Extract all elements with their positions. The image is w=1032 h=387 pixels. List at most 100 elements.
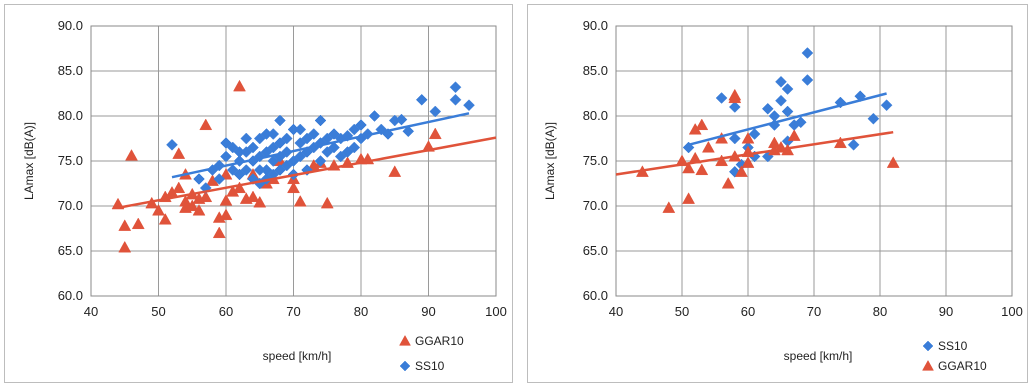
data-point xyxy=(775,94,787,107)
y-tick-label: 60.0 xyxy=(58,288,83,303)
y-tick-label: 60.0 xyxy=(583,288,608,303)
y-axis-label: LAmax [dB(A)] xyxy=(22,122,36,200)
data-point xyxy=(328,141,340,154)
data-point xyxy=(748,128,761,140)
data-point xyxy=(212,226,226,239)
y-tick-label: 65.0 xyxy=(58,243,83,258)
x-tick-label: 100 xyxy=(485,304,507,319)
x-tick-label: 70 xyxy=(286,304,300,319)
data-point xyxy=(172,147,186,159)
chart-panel-left: 40 50 60 70 80 90 100 60.0 65.0 70.0 75.0 80.0 85.0 9… xyxy=(4,4,513,383)
data-point xyxy=(402,125,415,138)
data-point xyxy=(199,190,213,203)
x-tick-label: 90 xyxy=(939,304,953,319)
trend-line-GGAR10 xyxy=(117,136,497,210)
data-point xyxy=(219,208,233,221)
x-tick-label: 40 xyxy=(609,304,623,319)
data-point xyxy=(721,176,735,189)
data-point xyxy=(213,173,226,185)
data-point xyxy=(287,181,300,194)
data-point xyxy=(314,155,327,167)
data-point xyxy=(368,110,381,122)
data-point xyxy=(233,79,246,92)
data-point xyxy=(833,136,847,149)
data-point xyxy=(199,118,213,131)
data-point xyxy=(267,128,280,140)
data-point xyxy=(219,167,233,180)
legend-marker xyxy=(399,360,411,372)
data-point xyxy=(429,105,442,118)
data-point xyxy=(395,113,408,126)
x-tick-label: 100 xyxy=(1001,304,1023,319)
data-point xyxy=(682,192,696,204)
data-point xyxy=(741,156,755,168)
y-tick-label: 80.0 xyxy=(58,108,83,123)
x-tick-label: 40 xyxy=(84,304,98,319)
x-tick-label: 60 xyxy=(219,304,233,319)
x-tick-label: 50 xyxy=(675,304,689,319)
legend-label: SS10 xyxy=(415,359,445,373)
y-tick-label: 85.0 xyxy=(58,63,83,78)
data-point xyxy=(185,199,199,212)
data-point xyxy=(801,74,814,86)
chart-panel-right: 40 50 60 70 80 90 100 60.0 65.0 70.0 75.0 80.0 85.0 9… xyxy=(527,4,1028,383)
series-GGAR10 xyxy=(111,79,442,253)
legend-label: GGAR10 xyxy=(415,334,464,348)
legend-label: SS10 xyxy=(938,339,968,353)
data-point xyxy=(728,132,741,145)
data-point xyxy=(715,92,728,104)
data-point xyxy=(701,140,715,153)
x-tick-label: 80 xyxy=(873,304,887,319)
data-point xyxy=(662,201,676,213)
data-point xyxy=(172,181,186,194)
legend-label: GGAR10 xyxy=(938,359,987,373)
data-point xyxy=(695,118,709,131)
series-GGAR10 xyxy=(635,88,900,213)
data-point xyxy=(193,173,205,185)
grid xyxy=(615,25,1013,297)
data-point xyxy=(734,165,748,177)
data-point xyxy=(246,190,260,203)
data-point xyxy=(775,75,787,88)
data-point xyxy=(781,105,794,118)
data-point xyxy=(715,154,729,167)
legend-marker xyxy=(922,340,934,352)
data-point xyxy=(801,47,814,59)
y-tick-label: 70.0 xyxy=(583,198,608,213)
legend-marker xyxy=(922,359,934,371)
legend: SS10 GGAR10 xyxy=(922,339,987,373)
series-SS10 xyxy=(682,47,893,178)
data-point xyxy=(247,141,259,154)
data-point xyxy=(847,138,860,151)
data-point xyxy=(728,91,742,104)
data-point xyxy=(158,212,172,225)
data-point xyxy=(294,123,307,136)
data-point xyxy=(449,93,462,106)
trend-line-GGAR10 xyxy=(615,130,894,176)
data-point xyxy=(253,195,267,208)
data-point xyxy=(118,240,132,253)
scatter-chart-right: 40 50 60 70 80 90 100 60.0 65.0 70.0 75.0 80.0 85.0 9… xyxy=(543,18,1023,373)
data-point xyxy=(880,99,893,112)
data-point xyxy=(240,132,253,145)
data-point xyxy=(240,164,253,176)
data-point xyxy=(307,128,320,140)
data-point xyxy=(741,131,755,144)
y-tick-label: 75.0 xyxy=(58,153,83,168)
legend-marker xyxy=(399,334,411,346)
data-point xyxy=(320,196,334,209)
y-tick-label: 75.0 xyxy=(583,153,608,168)
data-point xyxy=(682,161,696,174)
data-point xyxy=(152,203,165,216)
y-tick-label: 90.0 xyxy=(58,18,83,33)
trend-line-SS10 xyxy=(688,92,887,147)
data-point xyxy=(166,138,178,151)
data-point xyxy=(219,194,233,206)
data-point xyxy=(348,141,361,154)
x-tick-label: 50 xyxy=(151,304,165,319)
data-point xyxy=(220,150,232,163)
y-tick-label: 80.0 xyxy=(583,108,608,123)
data-point xyxy=(280,132,293,145)
data-point xyxy=(428,127,442,140)
plot-area xyxy=(615,25,1013,297)
